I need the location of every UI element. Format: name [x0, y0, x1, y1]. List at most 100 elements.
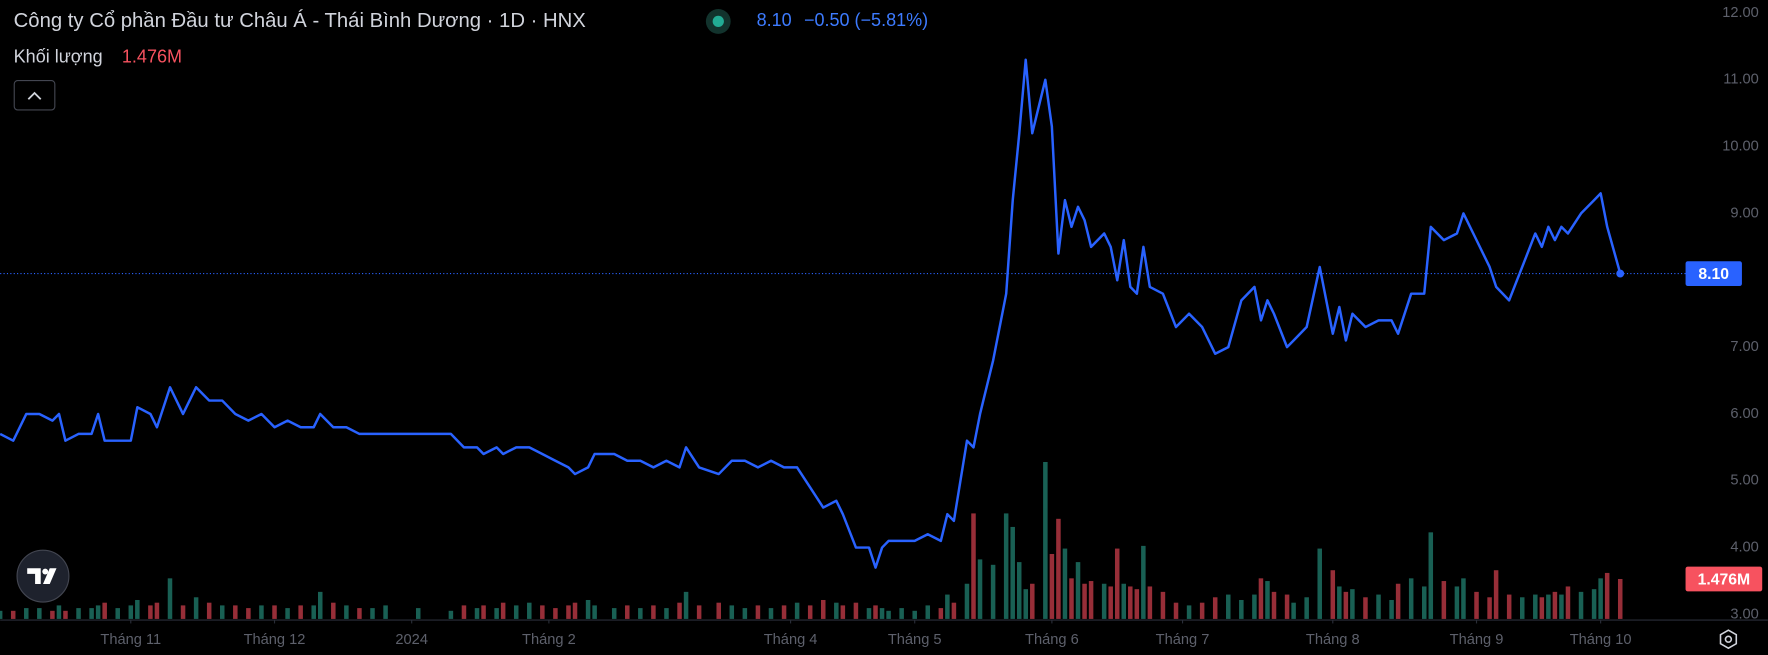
volume-bar: [193, 597, 199, 619]
volume-bar: [1271, 591, 1277, 619]
volume-bar: [494, 608, 499, 619]
volume-bar: [696, 605, 702, 619]
volume-bar: [1363, 597, 1368, 619]
collapse-button[interactable]: [13, 80, 56, 111]
settings-button[interactable]: [1719, 629, 1738, 650]
y-tick-label: 12.00: [1722, 5, 1759, 21]
volume-bar: [1598, 578, 1603, 619]
status-dot: [712, 15, 724, 28]
volume-bar: [625, 605, 630, 619]
volume-bar: [63, 610, 68, 619]
volume-bar: [1023, 589, 1029, 619]
volume-bar: [729, 605, 735, 619]
volume-bar: [664, 608, 669, 619]
x-tick-label: Tháng 10: [1570, 632, 1632, 648]
volume-bar: [1056, 518, 1061, 619]
volume-bar: [1128, 586, 1133, 619]
volume-bar: [638, 608, 643, 619]
volume-bar: [716, 602, 721, 619]
volume-tag-label: 1.476M: [1698, 571, 1751, 588]
volume-bar: [1062, 548, 1068, 619]
volume-bar: [1075, 562, 1081, 619]
price-line: [0, 58, 1622, 569]
y-tick-label: 4.00: [1730, 539, 1759, 555]
volume-bar: [0, 610, 3, 619]
volume-bar: [853, 602, 859, 619]
volume-bar: [370, 608, 375, 619]
volume-bar: [925, 605, 931, 619]
price-tag: [1685, 261, 1742, 286]
volume-bar: [344, 605, 349, 619]
collapse-icon: [27, 91, 42, 100]
volume-bar: [1160, 591, 1166, 619]
volume-bar: [1565, 586, 1571, 619]
volume-bar: [1533, 594, 1538, 619]
volume-bar: [834, 602, 839, 619]
volume-bar: [1441, 581, 1447, 619]
y-tick-label: 3.00: [1730, 606, 1759, 622]
collapse-button-frame[interactable]: [13, 80, 56, 111]
volume-bar: [1421, 586, 1427, 619]
logo-circle[interactable]: [16, 549, 70, 603]
volume-title: Khối lượng: [14, 46, 103, 66]
volume-bar: [873, 605, 878, 619]
volume-bar: [95, 605, 101, 619]
volume-bar: [1088, 581, 1094, 619]
volume-bar: [513, 605, 519, 619]
volume-bar: [1082, 583, 1087, 619]
volume-bar: [1546, 594, 1551, 619]
volume-bar: [527, 602, 532, 619]
volume-bar: [1428, 532, 1434, 619]
volume-bar: [37, 608, 42, 619]
x-tick-label: Tháng 4: [764, 632, 818, 648]
volume-bar: [840, 605, 846, 619]
volume-bar: [1258, 578, 1264, 619]
volume-bar: [206, 602, 212, 619]
logo-mark: [27, 568, 57, 584]
volume-value: 1.476M: [122, 46, 182, 66]
y-tick-label: 5.00: [1730, 473, 1759, 489]
volume-bar: [794, 602, 800, 619]
x-tick-label: Tháng 12: [244, 632, 306, 648]
volume-bar: [1114, 548, 1120, 619]
volume-bar: [1376, 594, 1381, 619]
volume-bar: [1030, 583, 1035, 619]
settings-icon[interactable]: [1719, 629, 1738, 650]
volume-bar: [971, 513, 976, 619]
y-tick-label: 6.00: [1730, 406, 1759, 422]
volume-bar: [540, 605, 545, 619]
volume-bar: [1343, 591, 1349, 619]
volume-bar: [1134, 589, 1140, 619]
volume-bar: [180, 605, 186, 619]
volume-bar: [683, 591, 689, 619]
volume-bar: [56, 605, 62, 619]
price-change: −0.50 (−5.81%): [804, 10, 928, 30]
volume-bar: [154, 602, 160, 619]
volume-bar: [1539, 597, 1545, 619]
x-tick-label: Tháng 6: [1025, 632, 1079, 648]
volume-bar: [1291, 602, 1296, 619]
volume-bar: [611, 608, 617, 619]
volume-bar: [938, 608, 944, 619]
volume-bar: [1173, 602, 1179, 619]
volume-bar: [1199, 602, 1205, 619]
volume-bar: [76, 608, 81, 619]
volume-bar: [1461, 578, 1466, 619]
logo[interactable]: [16, 549, 70, 603]
volume-bar: [977, 559, 983, 619]
volume-bar: [89, 608, 94, 619]
volume-bar: [461, 605, 467, 619]
volume-bar: [781, 605, 787, 619]
volume-bar: [415, 608, 421, 619]
chart-title: Công ty Cổ phần Đầu tư Châu Á - Thái Bìn…: [14, 9, 587, 32]
volume-bar: [820, 599, 826, 619]
volume-bar: [585, 599, 591, 619]
volume-bar: [1506, 594, 1512, 619]
volume-bar: [317, 591, 323, 619]
y-tick-label: 9.00: [1730, 205, 1759, 221]
volume-bar: [879, 608, 885, 619]
volume-bar: [1147, 586, 1153, 619]
y-tick-label: 11.00: [1723, 72, 1759, 88]
